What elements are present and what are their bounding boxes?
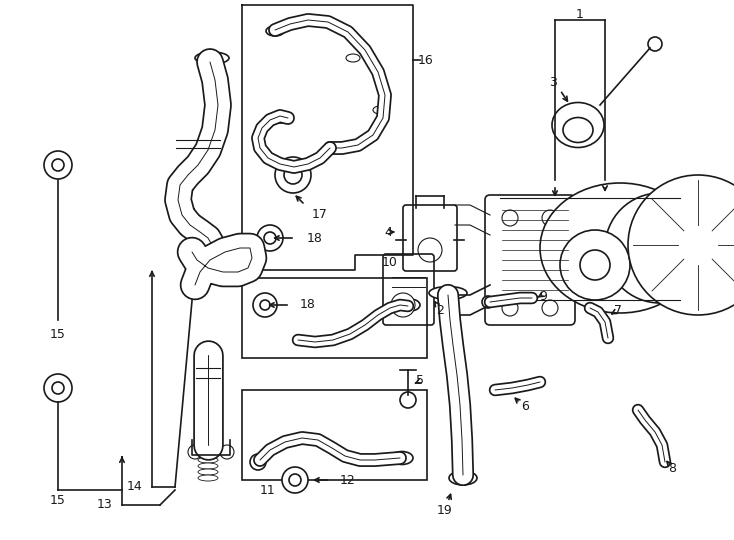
Circle shape [632, 220, 688, 276]
Text: 18: 18 [300, 299, 316, 312]
Ellipse shape [552, 103, 604, 147]
Ellipse shape [563, 118, 593, 143]
Ellipse shape [198, 457, 218, 463]
Ellipse shape [271, 113, 289, 123]
Ellipse shape [198, 463, 218, 469]
Text: 14: 14 [127, 481, 143, 494]
Bar [242, 390, 427, 480]
Ellipse shape [540, 183, 700, 313]
Circle shape [52, 382, 64, 394]
Circle shape [257, 225, 283, 251]
Circle shape [289, 474, 301, 486]
Text: 18: 18 [307, 232, 323, 245]
Ellipse shape [266, 26, 284, 36]
Text: 5: 5 [416, 374, 424, 387]
Text: 15: 15 [50, 328, 66, 341]
Text: 10: 10 [382, 255, 398, 268]
Ellipse shape [400, 299, 420, 311]
Circle shape [560, 230, 630, 300]
Circle shape [44, 151, 72, 179]
Circle shape [282, 467, 308, 493]
Ellipse shape [197, 261, 219, 267]
Circle shape [52, 159, 64, 171]
Circle shape [186, 272, 198, 284]
Circle shape [457, 472, 469, 484]
Circle shape [542, 300, 558, 316]
Ellipse shape [346, 54, 360, 62]
Circle shape [188, 445, 202, 459]
Circle shape [542, 210, 558, 226]
Circle shape [44, 374, 72, 402]
Circle shape [250, 454, 266, 470]
Text: 11: 11 [260, 483, 276, 496]
Text: 1: 1 [576, 8, 584, 21]
Circle shape [482, 296, 494, 308]
Ellipse shape [195, 52, 229, 64]
Text: 8: 8 [668, 462, 676, 475]
Ellipse shape [197, 249, 219, 255]
Text: 16: 16 [418, 53, 434, 66]
Ellipse shape [198, 469, 218, 475]
Text: 4: 4 [384, 226, 392, 239]
Circle shape [605, 193, 715, 303]
Text: 3: 3 [549, 76, 557, 89]
Circle shape [502, 210, 518, 226]
Circle shape [217, 272, 229, 284]
Circle shape [628, 175, 734, 315]
Circle shape [502, 300, 518, 316]
Text: 6: 6 [521, 401, 529, 414]
Circle shape [275, 157, 311, 193]
Bar [242, 278, 427, 358]
Ellipse shape [197, 267, 219, 273]
Ellipse shape [373, 106, 387, 114]
Ellipse shape [198, 475, 218, 481]
Circle shape [260, 300, 270, 310]
Circle shape [418, 238, 442, 262]
Text: 19: 19 [437, 503, 453, 516]
Circle shape [253, 293, 277, 317]
Circle shape [264, 232, 276, 244]
Text: 2: 2 [436, 303, 444, 316]
Text: 7: 7 [614, 303, 622, 316]
Circle shape [220, 445, 234, 459]
Text: 15: 15 [50, 494, 66, 507]
Circle shape [580, 250, 610, 280]
Circle shape [400, 392, 416, 408]
Circle shape [648, 37, 662, 51]
Text: 9: 9 [539, 289, 547, 302]
Text: 13: 13 [97, 498, 113, 511]
Ellipse shape [449, 471, 477, 485]
Ellipse shape [391, 451, 413, 464]
Circle shape [284, 166, 302, 184]
Circle shape [391, 293, 415, 317]
Ellipse shape [197, 255, 219, 261]
Text: 12: 12 [340, 474, 356, 487]
Ellipse shape [429, 287, 467, 300]
Text: 17: 17 [312, 208, 328, 221]
